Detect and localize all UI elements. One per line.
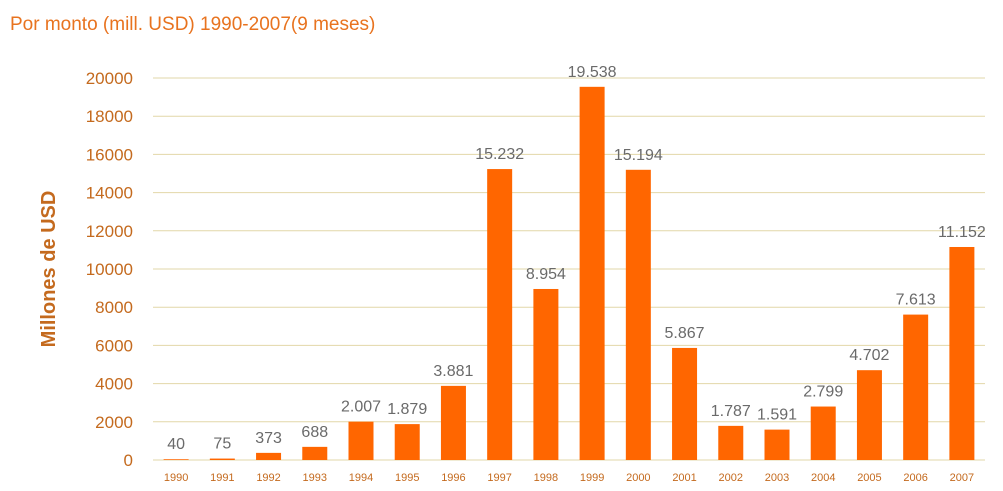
x-tick-label: 1990 — [164, 472, 188, 484]
bar — [856, 370, 882, 460]
x-tick-label: 1993 — [303, 472, 327, 484]
y-tick-label: 8000 — [95, 298, 133, 317]
bar — [949, 246, 975, 460]
bars — [163, 86, 975, 461]
data-label: 1.787 — [711, 403, 751, 420]
x-tick-label: 1997 — [487, 472, 511, 484]
data-label: 19.538 — [568, 64, 617, 81]
x-tick-label: 1996 — [441, 472, 465, 484]
x-tick-label: 1995 — [395, 472, 419, 484]
bar — [440, 385, 466, 460]
data-label: 40 — [167, 436, 185, 453]
x-tick-label: 2003 — [765, 472, 789, 484]
data-label: 11.152 — [938, 224, 986, 241]
bar — [487, 169, 513, 461]
bar — [348, 421, 374, 460]
data-label: 1.591 — [757, 407, 797, 424]
data-label: 2.799 — [803, 384, 843, 401]
bar — [302, 446, 328, 460]
y-tick-label: 12000 — [86, 222, 133, 241]
y-axis-label: Millones de USD — [38, 191, 60, 348]
data-label: 8.954 — [526, 266, 566, 283]
x-tick-label: 1998 — [534, 472, 558, 484]
y-tick-label: 0 — [124, 451, 133, 470]
x-tick-label: 2006 — [903, 472, 927, 484]
data-label: 373 — [255, 430, 282, 447]
x-tick-label: 2001 — [672, 472, 696, 484]
y-tick-label: 18000 — [86, 107, 133, 126]
bar — [394, 424, 420, 460]
x-tick-label: 2007 — [950, 472, 974, 484]
data-label: 2.007 — [341, 399, 381, 416]
y-tick-label: 4000 — [95, 375, 133, 394]
bar — [533, 288, 559, 460]
bar — [718, 425, 744, 460]
bar — [764, 429, 790, 460]
chart-title: Por monto (mill. USD) 1990-2007(9 meses) — [10, 14, 376, 35]
y-tick-label: 6000 — [95, 336, 133, 355]
data-label: 1.879 — [387, 401, 427, 418]
data-labels: 40 75 373 688 2.007 1.879 3.881 15.232 8.954 19.5… — [167, 64, 986, 453]
data-label: 4.702 — [849, 347, 889, 364]
data-label: 75 — [213, 436, 231, 453]
x-tick-label: 1991 — [210, 472, 234, 484]
bar — [256, 452, 282, 460]
x-tick-label: 1999 — [580, 472, 604, 484]
x-tick-label: 2000 — [626, 472, 650, 484]
y-tick-label: 14000 — [86, 184, 133, 203]
y-axis-ticks: 0 2000 4000 6000 8000 10000 12000 14000 16000 180… — [86, 69, 133, 470]
bar — [209, 458, 235, 460]
data-label: 688 — [301, 424, 328, 441]
bar — [163, 459, 189, 460]
x-tick-label: 2005 — [857, 472, 881, 484]
bar — [672, 347, 698, 460]
x-tick-label: 1992 — [256, 472, 280, 484]
bar — [810, 406, 836, 460]
x-tick-label: 1994 — [349, 472, 373, 484]
x-tick-label: 2004 — [811, 472, 835, 484]
gridlines — [153, 77, 985, 461]
bar — [579, 86, 605, 460]
y-tick-label: 2000 — [95, 413, 133, 432]
bar — [903, 314, 929, 460]
data-label: 7.613 — [896, 292, 936, 309]
bar — [625, 169, 651, 460]
y-tick-label: 20000 — [86, 69, 133, 88]
data-label: 15.232 — [475, 146, 524, 163]
data-label: 15.194 — [614, 147, 663, 164]
data-label: 3.881 — [433, 363, 473, 380]
x-axis-ticks: 1990 1991 1992 1993 1994 1995 1996 1997 1998 1999… — [164, 472, 974, 484]
data-label: 5.867 — [665, 325, 705, 342]
y-tick-label: 10000 — [86, 260, 133, 279]
x-tick-label: 2002 — [719, 472, 743, 484]
y-tick-label: 16000 — [86, 145, 133, 164]
